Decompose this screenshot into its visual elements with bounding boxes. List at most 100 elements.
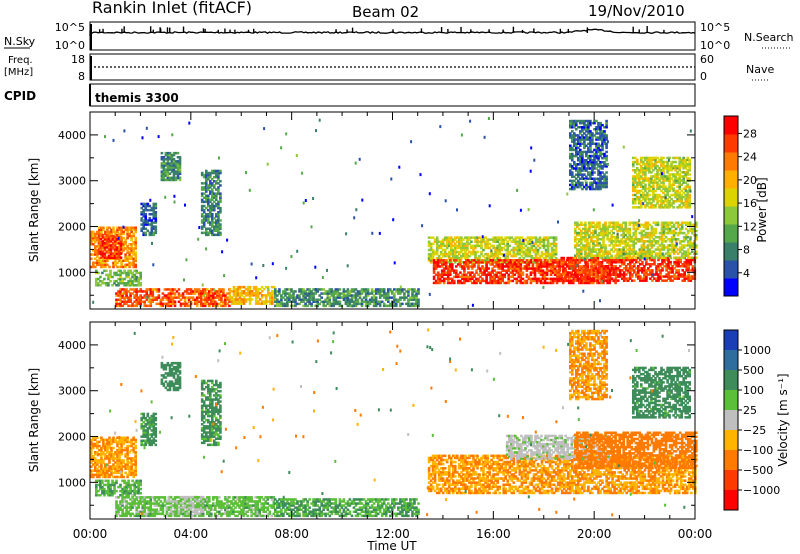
- range-gate-cell: [640, 235, 644, 239]
- range-gate-cell: [648, 183, 651, 186]
- range-gate-cell: [144, 215, 147, 218]
- range-gate-cell: [634, 233, 638, 237]
- range-gate-cell: [174, 170, 178, 173]
- range-gate-cell: [674, 160, 677, 164]
- range-gate-cell: [665, 265, 668, 268]
- range-gate-cell: [346, 302, 350, 306]
- range-gate-cell: [436, 275, 440, 279]
- range-gate-cell: [503, 273, 506, 276]
- range-gate-cell: [620, 242, 623, 245]
- range-gate-cell: [477, 265, 480, 268]
- range-gate-cell: [509, 271, 513, 274]
- range-gate-cell: [348, 292, 352, 295]
- range-gate-cell: [630, 250, 634, 253]
- range-gate-cell: [576, 277, 580, 280]
- range-gate-cell: [456, 236, 459, 239]
- range-gate-cell: [636, 227, 640, 231]
- range-gate-cell: [436, 265, 440, 268]
- range-gate-cell: [219, 171, 222, 175]
- range-gate-cell: [584, 223, 587, 227]
- range-gate-cell: [460, 238, 463, 241]
- range-gate-cell: [626, 244, 629, 247]
- range-gate-cell: [248, 300, 252, 303]
- range-gate-cell: [453, 269, 456, 272]
- range-gate-cell: [450, 240, 453, 243]
- range-gate-cell: [673, 260, 676, 264]
- range-gate-cell: [636, 238, 640, 241]
- range-gate-cell: [562, 277, 565, 280]
- range-gate-cell: [427, 242, 431, 246]
- range-gate-cell: [474, 246, 477, 250]
- range-gate-cell: [631, 273, 634, 276]
- range-gate-cell: [164, 151, 168, 155]
- range-gate-cell: [427, 248, 431, 252]
- range-gate-cell: [226, 298, 229, 301]
- range-gate-cell: [586, 271, 590, 274]
- range-gate-cell: [574, 229, 577, 233]
- range-gate-cell: [99, 275, 102, 279]
- range-gate-cell: [528, 250, 532, 254]
- range-gate-cell: [446, 269, 450, 272]
- range-gate-cell: [120, 263, 123, 267]
- range-gate-cell: [550, 252, 554, 256]
- range-gate-cell: [167, 298, 171, 301]
- range-gate-cell: [524, 238, 528, 241]
- range-gate-cell: [674, 175, 677, 178]
- range-gate-cell: [450, 248, 453, 252]
- range-gate-cell: [316, 288, 319, 291]
- range-gate-cell: [126, 226, 129, 229]
- range-gate-cell: [507, 277, 510, 281]
- range-gate-cell: [120, 265, 123, 269]
- range-gate-cell: [113, 282, 116, 285]
- range-gate-cell: [684, 221, 688, 224]
- range-gate-cell: [580, 267, 584, 270]
- range-gate-cell: [484, 259, 487, 262]
- range-gate-cell: [504, 238, 507, 241]
- range-gate-cell: [518, 257, 522, 260]
- range-gate-cell: [220, 296, 223, 299]
- range-gate-cell: [99, 242, 103, 245]
- range-gate-cell: [513, 273, 517, 276]
- range-gate-cell: [264, 296, 268, 299]
- range-gate-cell: [668, 195, 671, 199]
- range-gate-cell: [588, 225, 591, 229]
- range-gate-cell: [557, 271, 561, 274]
- range-gate-cell: [644, 164, 647, 168]
- range-gate-cell: [458, 240, 461, 243]
- range-gate-cell: [661, 260, 664, 264]
- range-gate-cell: [618, 248, 621, 251]
- range-gate-cell: [682, 250, 686, 253]
- range-gate-cell: [598, 233, 601, 237]
- range-gate-cell: [604, 259, 607, 262]
- range-gate-cell: [161, 302, 165, 306]
- range-gate-cell: [496, 236, 499, 239]
- range-gate-cell: [501, 265, 504, 268]
- range-gate-cell: [616, 238, 619, 241]
- range-gate-cell: [676, 233, 680, 237]
- range-gate-cell: [174, 151, 178, 155]
- range-gate-cell: [435, 244, 439, 248]
- range-gate-cell: [598, 254, 601, 257]
- range-gate-cell: [491, 277, 494, 281]
- range-gate-cell: [518, 252, 522, 256]
- range-gate-cell: [536, 248, 540, 252]
- range-gate-cell: [586, 273, 590, 276]
- range-gate-cell: [242, 298, 246, 301]
- range-gate-cell: [594, 260, 598, 264]
- range-gate-cell: [310, 302, 313, 306]
- range-gate-cell: [660, 189, 663, 193]
- range-gate-cell: [441, 242, 445, 246]
- range-gate-cell: [203, 302, 207, 306]
- range-gate-cell: [466, 246, 469, 250]
- range-gate-cell: [132, 232, 135, 236]
- range-gate-cell: [463, 261, 466, 264]
- range-gate-cell: [119, 271, 122, 275]
- range-gate-cell: [634, 229, 638, 233]
- range-gate-cell: [169, 290, 173, 293]
- range-gate-cell: [482, 238, 485, 241]
- range-gate-cell: [492, 240, 495, 243]
- range-gate-cell: [529, 273, 533, 276]
- range-gate-cell: [108, 265, 111, 269]
- range-gate-cell: [657, 279, 660, 282]
